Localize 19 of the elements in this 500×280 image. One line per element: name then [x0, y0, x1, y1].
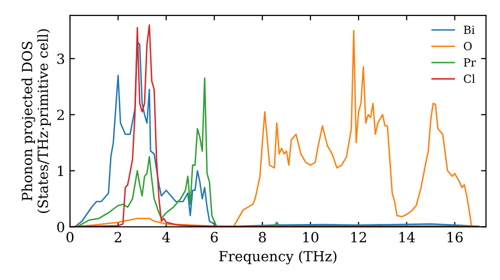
- x-tick-label: 10: [303, 232, 318, 242]
- y-tick-label: 3: [57, 54, 64, 64]
- x-tick-label: 16: [448, 232, 463, 242]
- x-tick-label: 14: [400, 232, 415, 242]
- y-tick-label: 2: [57, 110, 64, 120]
- x-tick-label: 2: [114, 232, 122, 242]
- x-tick-label: 12: [351, 232, 366, 242]
- legend-label: Cl: [464, 74, 475, 83]
- y-tick-label: 0: [57, 222, 64, 232]
- x-tick-label: 6: [210, 232, 218, 242]
- y-tick-label: 1: [58, 166, 64, 176]
- y-axis-title: Phonon projected DOS (States/THz·primitive cell): [22, 29, 51, 213]
- legend-label: O: [464, 42, 472, 50]
- x-tick-label: 4: [162, 232, 170, 242]
- x-tick-label: 8: [258, 232, 266, 242]
- legend-label: Bi: [464, 26, 475, 34]
- x-tick-label: 0: [66, 232, 74, 242]
- x-axis-title: Frequency (THz): [219, 250, 336, 264]
- legend-label: Pr: [464, 58, 476, 66]
